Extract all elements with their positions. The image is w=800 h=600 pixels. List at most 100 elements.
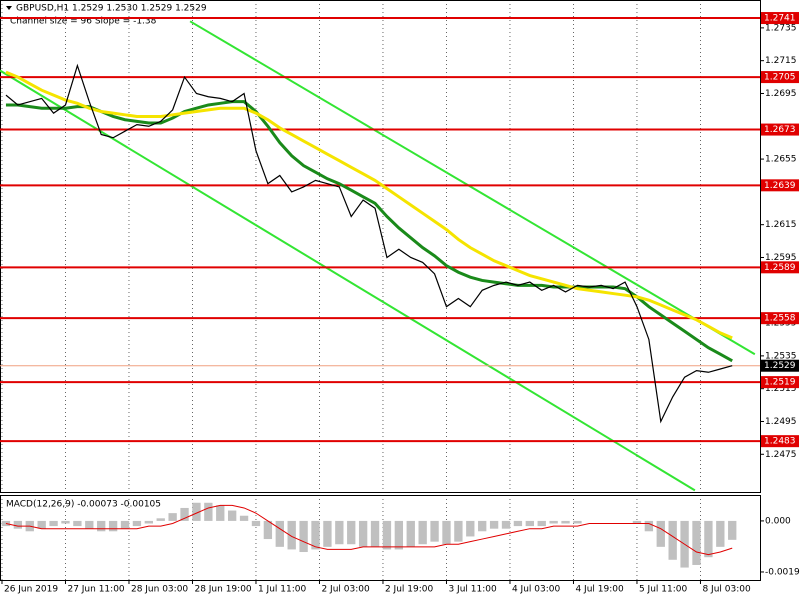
level-label-box [761, 71, 799, 84]
series-line [5, 100, 733, 363]
y-tick-label: 1.2535 [765, 351, 797, 361]
macd-bar [323, 520, 332, 547]
macd-bar [37, 520, 46, 529]
y-tick-label: 1.2475 [765, 450, 797, 460]
macd-bar [454, 520, 463, 542]
macd-bar [275, 520, 284, 547]
y-tick-label: 1.2615 [765, 220, 797, 230]
level-label: 1.2741 [764, 14, 796, 24]
y-tick-label: 1.2715 [765, 56, 797, 66]
level-label-box [761, 261, 799, 274]
macd-bar [442, 520, 451, 545]
x-tick-label: 8 Jul 03:00 [702, 585, 751, 595]
macd-bar [168, 513, 177, 521]
x-tick-label: 4 Jul 03:00 [512, 585, 561, 595]
level-label: 1.2483 [764, 437, 796, 447]
macd-bar [216, 505, 225, 521]
macd-bar [370, 520, 380, 547]
level-label: 1.2589 [764, 263, 796, 273]
macd-bar [108, 520, 118, 532]
y-tick-label: 1.2695 [765, 89, 797, 99]
x-tick-label: 2 Jul 19:00 [385, 585, 434, 595]
macd-bar [632, 520, 642, 524]
macd-bar [228, 510, 237, 521]
macd-bar [382, 520, 392, 550]
macd-signal [5, 504, 733, 556]
series-line [5, 63, 733, 424]
level-label: 1.2639 [764, 181, 796, 191]
chart-title: GBPUSD,H1 1.2529 1.2530 1.2529 1.2529 [16, 4, 207, 14]
x-tick-label: 2 Jul 03:00 [321, 585, 370, 595]
macd-bar [513, 520, 523, 527]
x-tick-label: 5 Jul 11:00 [639, 585, 688, 595]
x-tick-label: 3 Jul 11:00 [448, 585, 497, 595]
macd-bar [466, 520, 475, 537]
macd-bar [263, 520, 273, 540]
macd-bar [406, 520, 415, 547]
macd-bar [192, 502, 201, 521]
macd-bar [573, 520, 582, 524]
level-label-box [761, 179, 799, 192]
level-label-box [761, 376, 799, 389]
macd-bar [418, 520, 427, 545]
series-line [5, 70, 733, 340]
macd-tick-label: -0.00197 [765, 567, 800, 577]
x-tick-label: 28 Jun 03:00 [131, 585, 188, 595]
x-tick-label: 27 Jun 11:00 [67, 585, 124, 595]
macd-bar [97, 520, 106, 532]
macd-bar [204, 502, 213, 521]
level-label-box [761, 435, 799, 448]
macd-bar [49, 520, 58, 527]
y-tick-label: 1.2515 [765, 384, 797, 394]
menu-triangle [6, 6, 12, 10]
chart-subtitle: Channel size = 96 Slope = -1.38 [10, 17, 157, 27]
macd-bar [644, 520, 654, 532]
level-label-box [761, 312, 799, 325]
x-tick-label: 4 Jul 19:00 [575, 585, 624, 595]
macd-bar [501, 520, 511, 529]
macd-bar [120, 520, 130, 529]
level-label-box [761, 123, 799, 136]
macd-bar [144, 520, 153, 524]
y-tick-label: 1.2655 [765, 155, 797, 165]
current-price-box [761, 359, 799, 372]
macd-bar [358, 520, 368, 547]
macd-tick-label: 0.000 [765, 516, 791, 526]
macd-bar [549, 520, 558, 524]
macd-bar [13, 520, 23, 529]
macd-bar [311, 520, 320, 550]
channel-line [0, 69, 696, 492]
macd-bar [299, 520, 308, 553]
y-tick-label: 1.2595 [765, 253, 797, 263]
macd-bar [180, 507, 189, 521]
level-label: 1.2558 [764, 314, 796, 324]
macd-bar [61, 520, 70, 524]
macd-bar [478, 520, 487, 532]
macd-bar [668, 520, 677, 560]
x-tick-label: 1 Jul 11:00 [258, 585, 307, 595]
macd-label: MACD(12,26,9) -0.00073 -0.00105 [6, 500, 161, 510]
main-frame [0, 0, 761, 493]
y-tick-label: 1.2735 [765, 23, 797, 33]
macd-bar [73, 520, 82, 527]
level-label: 1.2705 [764, 73, 796, 83]
macd-bar [239, 515, 249, 521]
macd-bar [251, 520, 261, 527]
macd-bar [525, 520, 534, 527]
level-label-box [761, 12, 799, 25]
macd-bar [692, 520, 701, 565]
macd-bar [156, 518, 165, 521]
macd-bar [537, 520, 546, 527]
macd-bar [287, 520, 296, 550]
macd-bar [1, 520, 11, 527]
macd-bar [656, 520, 665, 547]
macd-bar [347, 520, 356, 545]
macd-bar [335, 520, 344, 545]
macd-bar [85, 520, 94, 529]
macd-bar [430, 520, 439, 542]
macd-bar [728, 520, 737, 540]
x-tick-label: 28 Jun 19:00 [194, 585, 251, 595]
macd-bar [489, 520, 499, 529]
